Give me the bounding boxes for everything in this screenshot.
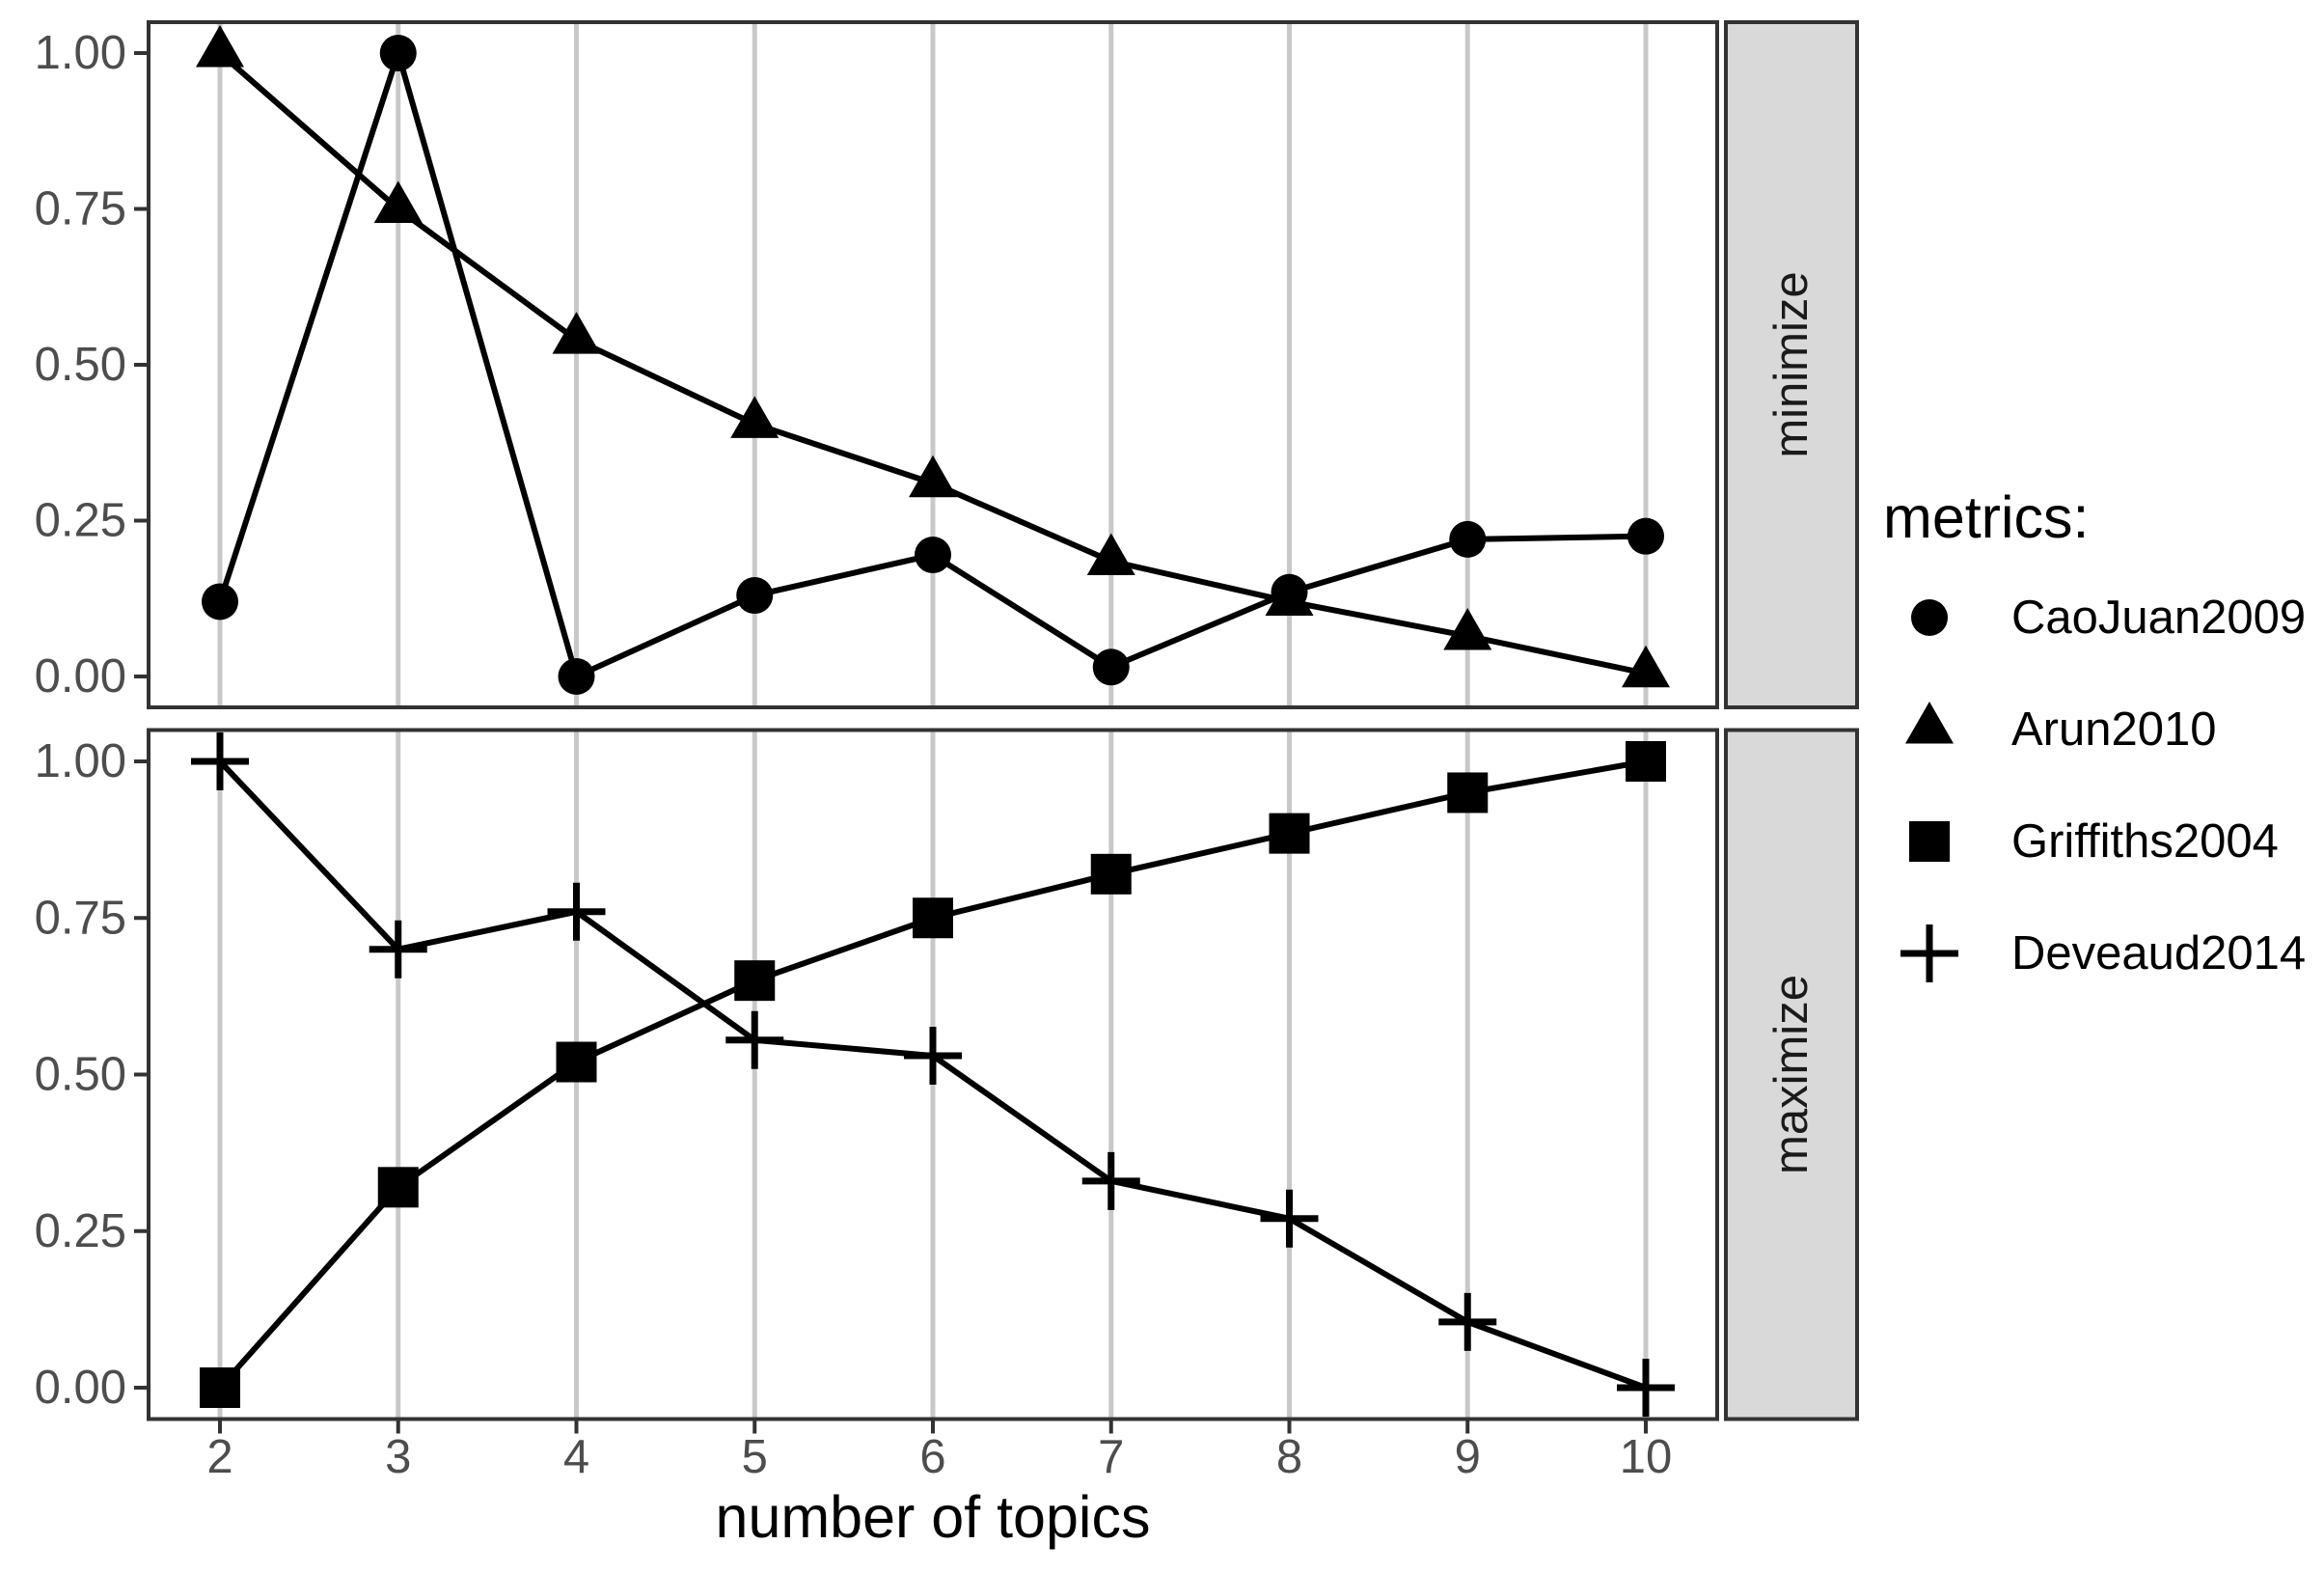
data-point-CaoJuan2009 [558, 658, 595, 695]
data-point-Arun2010 [730, 396, 779, 438]
data-point-CaoJuan2009 [1092, 648, 1130, 686]
data-point-Deveaud2014 [1081, 1151, 1140, 1210]
panels-layer: minimize maximize [147, 20, 1859, 1421]
data-point-Griffiths2004 [200, 1367, 240, 1408]
legend-item: Deveaud2014 [1900, 924, 2306, 982]
data-point-Arun2010 [373, 180, 423, 223]
facet-strip [1724, 20, 1859, 709]
legend-item-label: CaoJuan2009 [2011, 592, 2306, 644]
data-point-Arun2010 [909, 455, 957, 498]
y-tick-label: 0.50 [35, 339, 126, 391]
x-tick-label: 4 [563, 1431, 589, 1483]
data-point-CaoJuan2009 [915, 537, 951, 574]
legend-title: metrics: [1883, 484, 2090, 550]
data-point-Arun2010 [196, 25, 244, 68]
y-tick-label: 0.00 [35, 1362, 126, 1414]
data-point-Griffiths2004 [913, 897, 953, 939]
legend-items: CaoJuan2009 Arun2010 Griffiths2004 Deveaud2… [1900, 592, 2306, 982]
data-point-Griffiths2004 [556, 1041, 597, 1083]
data-point-CaoJuan2009 [379, 35, 417, 71]
facet-panel-minimize: minimize [147, 20, 1859, 709]
legend-item: CaoJuan2009 [1911, 592, 2306, 644]
legend-item: Griffiths2004 [1909, 815, 2279, 868]
legend-item-label: Arun2010 [2011, 703, 2217, 756]
legend-item-label: Deveaud2014 [2011, 927, 2306, 979]
data-point-Arun2010 [552, 312, 601, 354]
data-point-Deveaud2014 [904, 1027, 962, 1086]
x-tick-label: 5 [742, 1431, 768, 1483]
x-axis-title: number of topics [716, 1484, 1151, 1550]
y-tick-label: 0.25 [35, 1205, 126, 1257]
y-tick-label: 0.50 [35, 1049, 126, 1101]
data-point-Deveaud2014 [191, 732, 249, 790]
legend: metrics: CaoJuan2009 Arun2010 Griffiths200… [1883, 484, 2306, 982]
y-tick-label: 1.00 [35, 27, 126, 79]
data-point-Arun2010 [1622, 645, 1670, 688]
y-tick-label: 0.75 [35, 892, 126, 944]
facet-strip [1724, 728, 1859, 1421]
x-tick-label: 3 [385, 1431, 411, 1483]
data-point-Deveaud2014 [1617, 1359, 1675, 1417]
x-tick-label: 7 [1098, 1431, 1124, 1483]
y-tick-label: 0.75 [35, 183, 126, 235]
facet-strip-label: maximize [1765, 975, 1818, 1174]
facet-strip-label: minimize [1765, 271, 1818, 457]
data-point-Griffiths2004 [1447, 772, 1489, 814]
legend-triangle-icon [1905, 702, 1954, 744]
legend-item-label: Griffiths2004 [2011, 815, 2279, 868]
y-tick-label: 0.25 [35, 495, 126, 547]
data-point-CaoJuan2009 [1449, 520, 1487, 558]
data-point-Deveaud2014 [725, 1010, 784, 1069]
x-tick-label: 6 [919, 1431, 945, 1483]
x-tick-label: 9 [1455, 1431, 1481, 1483]
data-point-CaoJuan2009 [736, 577, 774, 615]
data-point-CaoJuan2009 [1627, 517, 1664, 555]
legend-item: Arun2010 [1905, 702, 2217, 756]
y-tick-label: 1.00 [35, 735, 126, 787]
data-point-Griffiths2004 [1090, 853, 1132, 895]
legend-plus-icon [1900, 924, 1958, 982]
data-point-Deveaud2014 [1260, 1189, 1319, 1248]
x-tick-label: 8 [1276, 1431, 1302, 1483]
data-point-Arun2010 [1086, 533, 1135, 575]
data-point-Griffiths2004 [377, 1167, 419, 1208]
x-tick-label: 10 [1620, 1431, 1673, 1483]
axes-layer: 1.00 0.75 0.50 0.25 0.00 1.00 0.75 0.50 0.25 0.00… [35, 27, 1673, 1483]
legend-square-icon [1909, 821, 1950, 862]
data-point-Griffiths2004 [1626, 741, 1666, 782]
y-tick-label: 0.00 [35, 650, 126, 703]
x-tick-label: 2 [206, 1431, 232, 1483]
data-point-Deveaud2014 [369, 920, 427, 979]
legend-circle-icon [1911, 599, 1948, 636]
facet-panel-maximize: maximize [147, 728, 1859, 1421]
data-point-Arun2010 [1265, 573, 1314, 616]
data-point-Deveaud2014 [547, 882, 606, 941]
data-point-Griffiths2004 [1269, 813, 1310, 854]
data-point-Deveaud2014 [1438, 1292, 1497, 1351]
data-point-Arun2010 [1443, 608, 1492, 650]
data-point-CaoJuan2009 [202, 583, 238, 621]
data-point-Griffiths2004 [734, 960, 776, 1002]
